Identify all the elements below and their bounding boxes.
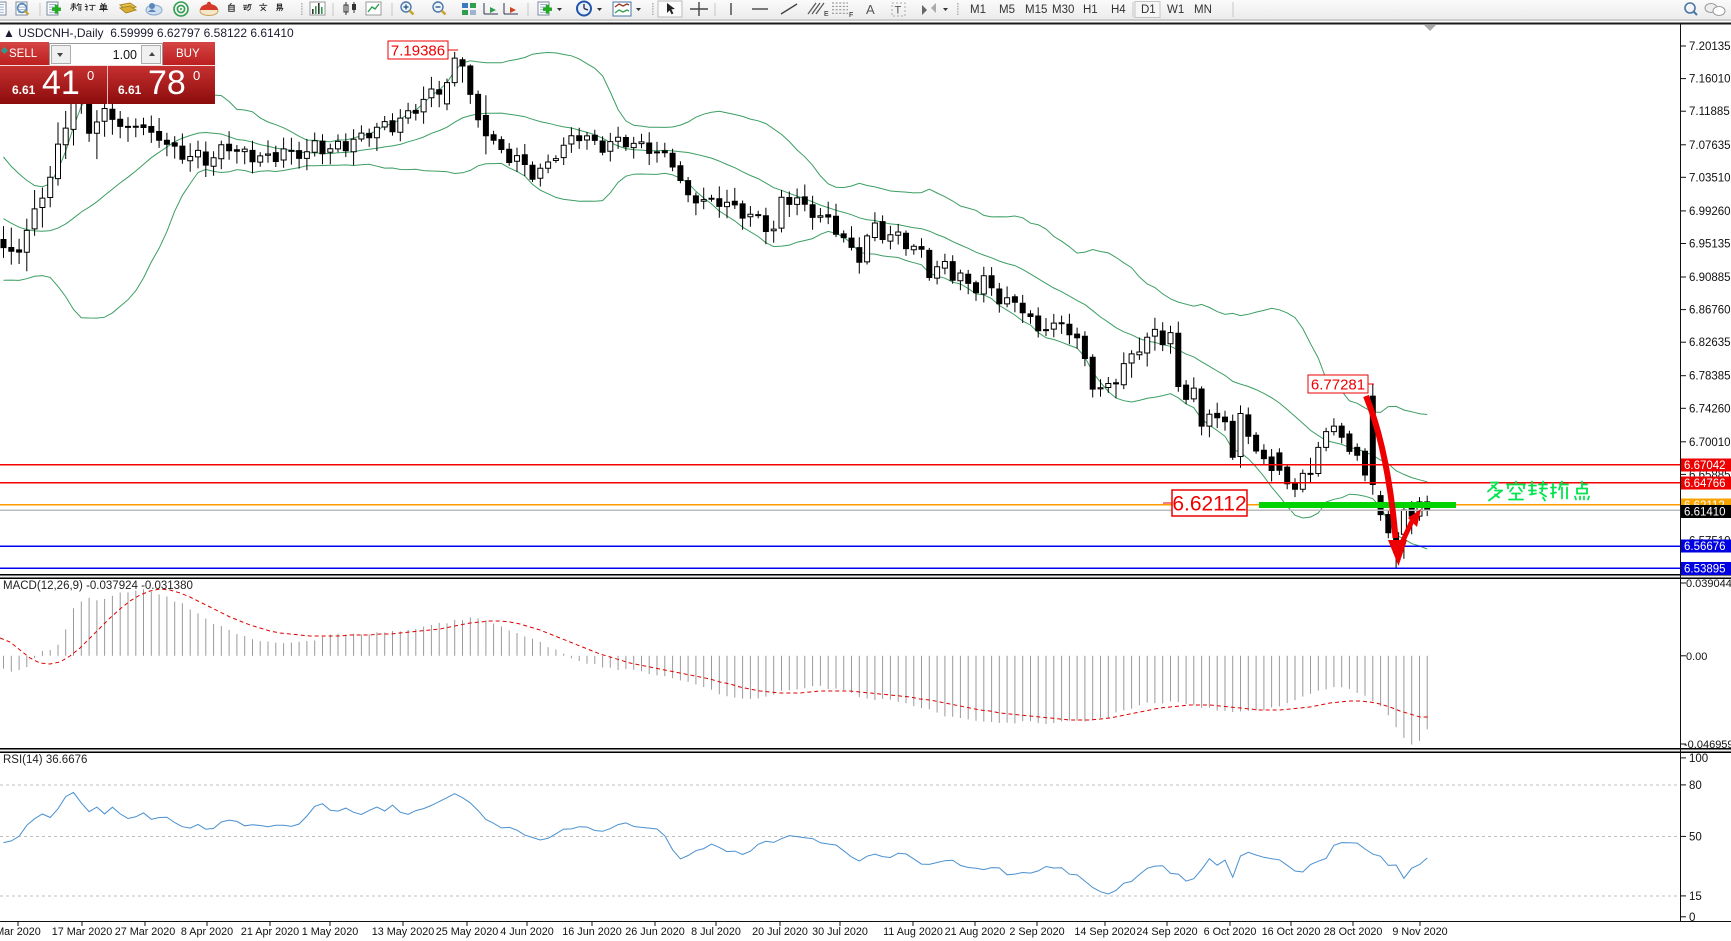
svg-text:21 Aug 2020: 21 Aug 2020 (945, 926, 1006, 938)
svg-text:16 Jun 2020: 16 Jun 2020 (562, 926, 621, 938)
svg-text:7.03510: 7.03510 (1689, 172, 1731, 184)
svg-text:9 Nov 2020: 9 Nov 2020 (1392, 926, 1447, 938)
svg-text:0.00: 0.00 (1686, 651, 1707, 663)
svg-text:16 Oct 2020: 16 Oct 2020 (1262, 926, 1321, 938)
svg-text:50: 50 (1689, 831, 1702, 843)
svg-text:M5: M5 (999, 4, 1015, 16)
svg-text:F: F (849, 12, 853, 19)
svg-text:6.90885: 6.90885 (1689, 272, 1731, 284)
svg-text:7.07635: 7.07635 (1689, 140, 1731, 152)
svg-text:E: E (824, 11, 829, 18)
svg-text:6.95135: 6.95135 (1689, 239, 1731, 251)
svg-text:6.61410: 6.61410 (1684, 507, 1726, 519)
svg-text:24 Sep 2020: 24 Sep 2020 (1136, 926, 1197, 938)
svg-text:30 Jul 2020: 30 Jul 2020 (812, 926, 868, 938)
svg-text:6.62112: 6.62112 (1172, 493, 1246, 516)
svg-text:M15: M15 (1025, 4, 1047, 16)
svg-text:A: A (866, 2, 875, 17)
svg-text:7.16010: 7.16010 (1689, 74, 1731, 86)
svg-text:6 Oct 2020: 6 Oct 2020 (1204, 926, 1257, 938)
svg-text:15: 15 (1689, 891, 1702, 903)
svg-text:0.039044: 0.039044 (1686, 578, 1731, 590)
svg-text:6.82635: 6.82635 (1689, 337, 1731, 349)
svg-text:2 Sep 2020: 2 Sep 2020 (1009, 926, 1064, 938)
svg-text:6.70010: 6.70010 (1689, 437, 1731, 449)
svg-text:Mar 2020: Mar 2020 (0, 926, 41, 938)
svg-text:6.86760: 6.86760 (1689, 305, 1731, 317)
svg-text:1 May 2020: 1 May 2020 (302, 926, 358, 938)
svg-text:W1: W1 (1167, 4, 1184, 16)
svg-text:6.77281: 6.77281 (1311, 376, 1365, 393)
svg-text:MN: MN (1194, 4, 1212, 16)
svg-text:7.11885: 7.11885 (1689, 106, 1730, 118)
svg-text:8 Apr 2020: 8 Apr 2020 (181, 926, 233, 938)
svg-text:21 Apr 2020: 21 Apr 2020 (241, 926, 299, 938)
svg-text:6.67042: 6.67042 (1684, 460, 1726, 472)
svg-text:6.53895: 6.53895 (1684, 564, 1726, 576)
svg-text:7.20135: 7.20135 (1689, 41, 1731, 53)
svg-text:6.74260: 6.74260 (1689, 403, 1731, 415)
svg-text:20 Jul 2020: 20 Jul 2020 (752, 926, 808, 938)
svg-text:M30: M30 (1052, 4, 1074, 16)
svg-text:D1: D1 (1141, 4, 1156, 16)
svg-text:0: 0 (1689, 912, 1695, 924)
svg-text:17 Mar 2020: 17 Mar 2020 (52, 926, 113, 938)
svg-text:13 May 2020: 13 May 2020 (372, 926, 434, 938)
svg-text:T: T (895, 5, 902, 17)
svg-text:H4: H4 (1111, 4, 1126, 16)
svg-text:7.19386: 7.19386 (391, 42, 445, 59)
svg-text:8 Jul 2020: 8 Jul 2020 (691, 926, 741, 938)
svg-text:28 Oct 2020: 28 Oct 2020 (1324, 926, 1383, 938)
svg-text:26 Jun 2020: 26 Jun 2020 (625, 926, 684, 938)
svg-text:6.64766: 6.64766 (1684, 478, 1726, 490)
svg-text:6.78385: 6.78385 (1689, 371, 1731, 383)
svg-text:80: 80 (1689, 780, 1702, 792)
svg-text:100: 100 (1689, 753, 1708, 765)
svg-text:6.56676: 6.56676 (1684, 541, 1726, 553)
svg-text:14 Sep 2020: 14 Sep 2020 (1074, 926, 1135, 938)
svg-text:MACD(12,26,9) -0.037924 -0.031: MACD(12,26,9) -0.037924 -0.031380 (3, 580, 193, 592)
svg-text:-0.046959: -0.046959 (1684, 739, 1731, 751)
svg-text:M1: M1 (970, 4, 986, 16)
svg-text:6.99260: 6.99260 (1689, 206, 1731, 218)
svg-text:27 Mar 2020: 27 Mar 2020 (115, 926, 176, 938)
svg-text:H1: H1 (1083, 4, 1098, 16)
svg-text:RSI(14) 36.6676: RSI(14) 36.6676 (3, 754, 87, 766)
svg-text:4 Jun 2020: 4 Jun 2020 (500, 926, 553, 938)
svg-text:11 Aug 2020: 11 Aug 2020 (883, 926, 943, 938)
svg-text:25 May 2020: 25 May 2020 (436, 926, 498, 938)
